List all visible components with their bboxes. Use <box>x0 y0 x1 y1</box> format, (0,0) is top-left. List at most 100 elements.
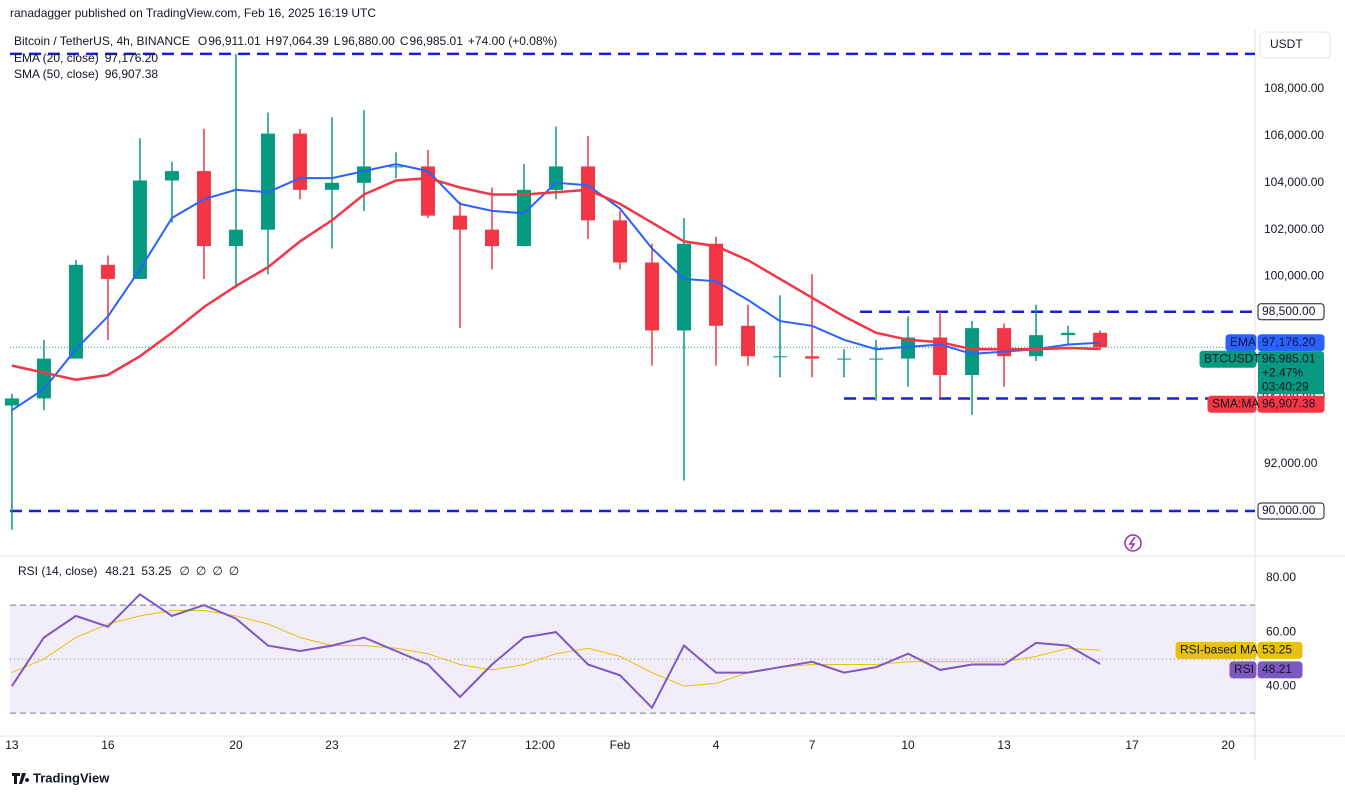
footer-brand: TradingView <box>33 770 110 785</box>
x-tick-label: 17 <box>1125 738 1139 752</box>
candle-body <box>965 328 980 375</box>
rsi-title: RSI (14, close) <box>18 564 97 578</box>
rsi-extra: ∅ <box>179 564 189 578</box>
ema-name-tag: EMA <box>1230 335 1256 349</box>
level-tag-bg <box>1257 303 1325 321</box>
series-line <box>11 610 1101 687</box>
y2-tick-label: 80.00 <box>1266 570 1296 584</box>
price-tag-change: +2.47% <box>1262 365 1303 379</box>
currency-box[interactable] <box>1259 31 1331 59</box>
y-tick-label: 108,000.00 <box>1264 81 1324 95</box>
chart-title: Bitcoin / TetherUS, 4h, BINANCE <box>14 34 190 48</box>
event-icon[interactable] <box>1124 534 1142 552</box>
rsi-tag-bg <box>1257 661 1303 679</box>
symbol-tag-bg <box>1199 350 1257 368</box>
series-line <box>11 163 1101 412</box>
quote-item: +74.00 (+0.08%) <box>468 34 557 48</box>
legend-value: 97,176.20 <box>105 51 159 65</box>
x-tick-label: 12:00 <box>525 738 555 752</box>
candle-body <box>36 358 51 399</box>
level-tag: 90,000.00 <box>1262 503 1316 517</box>
candle-body <box>613 220 628 263</box>
legend-value: 96,907.38 <box>105 67 159 81</box>
candle-body <box>292 133 307 190</box>
candle-body <box>933 337 948 375</box>
legend-name: EMA (20, close) <box>14 51 99 65</box>
quote-item: C <box>400 34 409 48</box>
event-icon-bolt <box>1128 536 1136 550</box>
legend-name: SMA (50, close) <box>14 67 99 81</box>
y-tick-label: 100,000.00 <box>1264 269 1324 283</box>
series-line <box>11 593 1101 710</box>
rsi-name-tag: RSI <box>1234 662 1254 676</box>
rsi-band <box>10 605 1255 714</box>
sma-tag-bg <box>1257 395 1325 413</box>
level-tag-bg <box>1257 502 1325 520</box>
y2-tick-label: 40.00 <box>1266 678 1296 692</box>
rsi-ma-value: 53.25 <box>141 564 171 578</box>
candle-body <box>100 264 115 279</box>
rsi-ma-tag: 53.25 <box>1262 642 1292 656</box>
candle-body <box>837 358 852 360</box>
byline: ranadagger published on TradingView.com,… <box>10 6 376 20</box>
quote-item: 96,911.01 <box>208 34 261 48</box>
rsi-value: 48.21 <box>105 564 135 578</box>
candle-body <box>4 398 19 406</box>
rsi-tag: 48.21 <box>1262 662 1292 676</box>
ema-tag-bg <box>1257 334 1325 352</box>
x-tick-label: 27 <box>453 738 467 752</box>
x-tick-label: Feb <box>610 738 631 752</box>
candle-body <box>452 215 467 230</box>
x-tick-label: 20 <box>1221 738 1235 752</box>
candle-body <box>741 325 756 357</box>
candle-body <box>869 358 884 360</box>
candle-body <box>773 356 788 358</box>
quote-item: 96,880.00 <box>341 34 395 48</box>
x-tick-label: 13 <box>5 738 19 752</box>
candle-body <box>1029 335 1044 357</box>
quote-item: 97,064.39 <box>275 34 329 48</box>
currency: USDT <box>1270 37 1303 51</box>
candle-body <box>581 166 596 221</box>
candle-body <box>356 166 371 183</box>
quote-item: O <box>198 34 207 48</box>
price-tag-countdown: 03:40:29 <box>1262 379 1309 393</box>
price-tag-price: 96,985.01 <box>1262 351 1316 365</box>
candle-body <box>68 264 83 359</box>
y-tick-label: 106,000.00 <box>1264 128 1324 142</box>
candle-body <box>228 229 243 247</box>
candle-body <box>260 133 275 230</box>
candle-body <box>901 337 916 359</box>
candle-body <box>517 189 532 247</box>
rsi-extra: ∅ <box>212 564 222 578</box>
rsi-ma-name-tag: RSI-based MA <box>1180 642 1258 656</box>
quote-item: H <box>266 34 275 48</box>
rsi-extra: ∅ <box>196 564 206 578</box>
rsi-extra: ∅ <box>229 564 239 578</box>
x-tick-label: 10 <box>901 738 915 752</box>
level-tag: 98,500.00 <box>1262 304 1316 318</box>
candle-body <box>132 180 147 279</box>
candle-body <box>677 243 692 331</box>
candle-body <box>805 356 820 359</box>
x-tick-label: 4 <box>713 738 720 752</box>
x-tick-label: 13 <box>997 738 1011 752</box>
sma-tag: 96,907.38 <box>1262 396 1316 410</box>
y-tick-label: 92,000.00 <box>1264 456 1318 470</box>
candle-body <box>324 182 339 190</box>
logo <box>12 773 30 784</box>
candle-body <box>196 171 211 247</box>
quote-item: L <box>334 34 341 48</box>
candle-body <box>1093 332 1108 348</box>
candle-body <box>420 166 435 216</box>
rsi-ma-name-tag-bg <box>1175 641 1257 659</box>
candle-body <box>1061 332 1076 336</box>
x-tick-label: 23 <box>325 738 339 752</box>
y2-tick-label: 60.00 <box>1266 624 1296 638</box>
candle-body <box>164 171 179 181</box>
sma-name-tag-bg <box>1207 395 1257 413</box>
quote-item: 96,985.01 <box>410 34 464 48</box>
series-line <box>11 176 1101 381</box>
price-tag-bg <box>1258 351 1324 395</box>
